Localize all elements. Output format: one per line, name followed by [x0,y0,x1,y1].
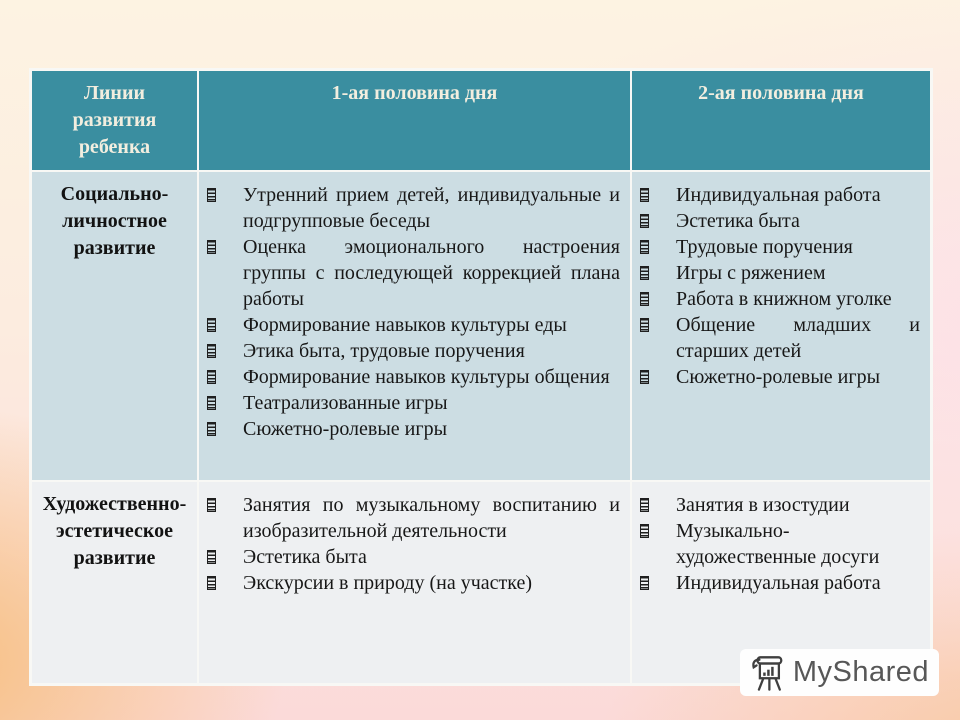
schedule-table: Линии развития ребенка 1-ая половина дня… [29,68,933,686]
activity-text: Занятия по музыкальному воспитанию и изо… [243,494,620,542]
activity-text: Формирование навыков культуры еды [243,314,567,336]
square-list-bullet-icon [640,240,649,254]
activity-item: Утренний прием детей, индивидуальные и п… [207,182,624,234]
activity-item: Эстетика быта [207,544,624,570]
header-cell-development-lines: Линии развития ребенка [32,71,197,170]
activity-item: Театрализованные игры [207,390,624,416]
square-list-bullet-icon [640,318,649,332]
square-list-bullet-icon [640,266,649,280]
activity-item: Экскурсии в природу (на участке) [207,570,624,596]
activities-list-artistic-second-half: Занятия в изостудии Музыкально-художестве… [632,482,930,683]
activity-item: Занятия по музыкальному воспитанию и изо… [207,492,624,544]
activity-text: Эстетика быта [243,546,367,568]
activity-text: Экскурсии в природу (на участке) [243,572,533,594]
square-list-bullet-icon [640,214,649,228]
activity-text: Сюжетно-ролевые игры [676,366,881,388]
square-list-bullet-icon [207,188,216,202]
myshared-watermark[interactable]: MyShared [739,649,939,696]
activity-item: Индивидуальная работа [640,570,924,596]
square-list-bullet-icon [640,576,649,590]
square-list-bullet-icon [640,292,649,306]
activity-item: Сюжетно-ролевые игры [640,364,924,390]
activity-text: Трудовые поручения [676,236,853,258]
square-list-bullet-icon [640,370,649,384]
activities-list-social-first-half: Утренний прием детей, индивидуальные и п… [199,172,630,480]
activity-text: Оценка эмоционального настроения группы … [243,236,620,310]
square-list-bullet-icon [207,396,216,410]
row-category-artistic-aesthetic: Художественно-эстетическое развитие [32,482,197,683]
activity-text: Индивидуальная работа [676,184,881,206]
header-label: Линии развития ребенка [72,82,157,158]
activity-text: Общение младших и старших детей [676,314,920,362]
header-cell-first-half: 1-ая половина дня [199,71,630,170]
activities-list-artistic-first-half: Занятия по музыкальному воспитанию и изо… [199,482,630,683]
activity-item: Эстетика быта [640,208,924,234]
square-list-bullet-icon [640,498,649,512]
row-category-social-personal: Социально-личностное развитие [32,172,197,480]
activity-item: Формирование навыков культуры общения [207,364,624,390]
activity-item: Работа в книжном уголке [640,286,924,312]
activity-text: Этика быта, трудовые поручения [243,340,525,362]
activity-item: Индивидуальная работа [640,182,924,208]
header-label: 1-ая половина дня [331,82,498,104]
activity-text: Театрализованные игры [243,392,448,414]
square-list-bullet-icon [207,318,216,332]
activity-item: Общение младших и старших детей [640,312,924,364]
activity-text: Формирование навыков культуры общения [243,366,610,388]
header-cell-second-half: 2-ая половина дня [632,71,930,170]
activity-item: Этика быта, трудовые поручения [207,338,624,364]
activity-item: Музыкально-художественные досуги [640,518,924,570]
square-list-bullet-icon [640,188,649,202]
square-list-bullet-icon [640,524,649,538]
square-list-bullet-icon [207,240,216,254]
activity-text: Сюжетно-ролевые игры [243,418,448,440]
activity-item: Занятия в изостудии [640,492,924,518]
activity-item: Формирование навыков культуры еды [207,312,624,338]
activity-text: Работа в книжном уголке [676,288,892,310]
activity-item: Трудовые поручения [640,234,924,260]
watermark-brand-text: MyShared [792,656,929,688]
square-list-bullet-icon [207,550,216,564]
activity-text: Эстетика быта [676,210,800,232]
activity-item: Сюжетно-ролевые игры [207,416,624,442]
category-label: Художественно-эстетическое развитие [42,493,187,569]
header-label: 2-ая половина дня [698,82,864,104]
square-list-bullet-icon [207,344,216,358]
flipchart-bar-chart-icon [752,655,783,691]
activity-text: Занятия в изостудии [676,494,850,516]
activity-text: Музыкально-художественные досуги [676,520,880,568]
activity-text: Игры с ряжением [676,262,826,284]
square-list-bullet-icon [207,498,216,512]
activity-item: Игры с ряжением [640,260,924,286]
activities-list-social-second-half: Индивидуальная работа Эстетика быта Трудов… [632,172,930,480]
square-list-bullet-icon [207,576,216,590]
activity-text: Индивидуальная работа [676,572,881,594]
square-list-bullet-icon [207,370,216,384]
activity-item: Оценка эмоционального настроения группы … [207,234,624,312]
activity-text: Утренний прием детей, индивидуальные и п… [243,184,620,232]
category-label: Социально-личностное развитие [60,183,169,259]
square-list-bullet-icon [207,422,216,436]
